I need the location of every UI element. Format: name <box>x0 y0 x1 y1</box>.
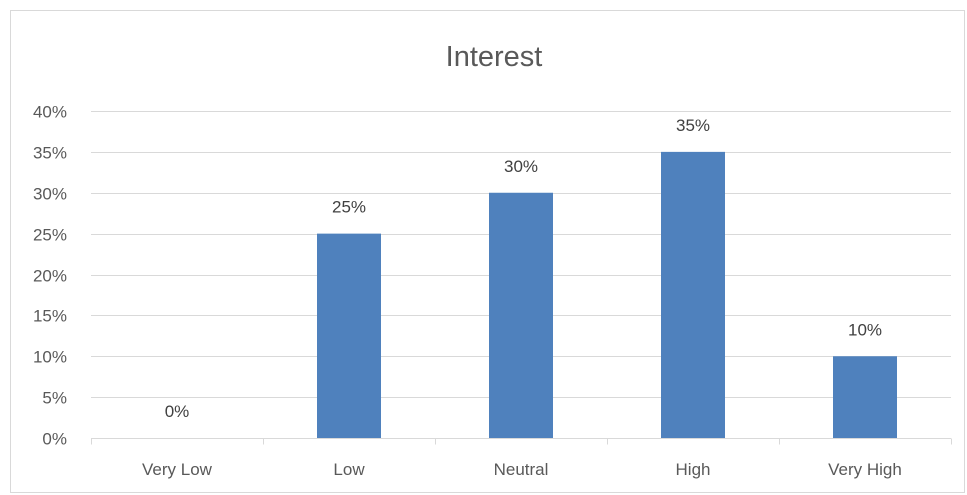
x-category-label: Neutral <box>494 460 549 479</box>
bar-very-high <box>833 356 897 438</box>
bar-high <box>661 151 725 438</box>
bar-low <box>317 233 381 438</box>
y-tick-label: 40% <box>33 103 67 122</box>
data-label: 10% <box>848 320 882 339</box>
x-category-label: Very Low <box>142 460 213 479</box>
y-tick-label: 10% <box>33 348 67 367</box>
data-label: 25% <box>332 198 366 217</box>
y-tick-label: 15% <box>33 307 67 326</box>
y-tick-label: 30% <box>33 185 67 204</box>
y-tick-label: 5% <box>42 389 67 408</box>
y-tick-label: 0% <box>42 430 67 449</box>
data-label: 0% <box>165 402 190 421</box>
bar-neutral <box>489 192 553 438</box>
y-tick-label: 25% <box>33 226 67 245</box>
data-label: 30% <box>504 157 538 176</box>
x-axis <box>91 438 952 445</box>
chart-container <box>10 10 965 493</box>
x-category-label: Low <box>333 460 365 479</box>
y-tick-label: 35% <box>33 144 67 163</box>
y-tick-label: 20% <box>33 267 67 286</box>
data-labels: 0% 25% 30% 35% 10% <box>165 116 882 421</box>
y-axis-tick-labels: 0% 5% 10% 15% 20% 25% 30% 35% 40% <box>33 103 67 449</box>
chart-title: Interest <box>446 41 543 73</box>
x-category-label: Very High <box>828 460 902 479</box>
x-axis-category-labels: Very Low Low Neutral High Very High <box>142 460 902 479</box>
bars <box>317 151 897 438</box>
x-category-label: High <box>676 460 711 479</box>
data-label: 35% <box>676 116 710 135</box>
